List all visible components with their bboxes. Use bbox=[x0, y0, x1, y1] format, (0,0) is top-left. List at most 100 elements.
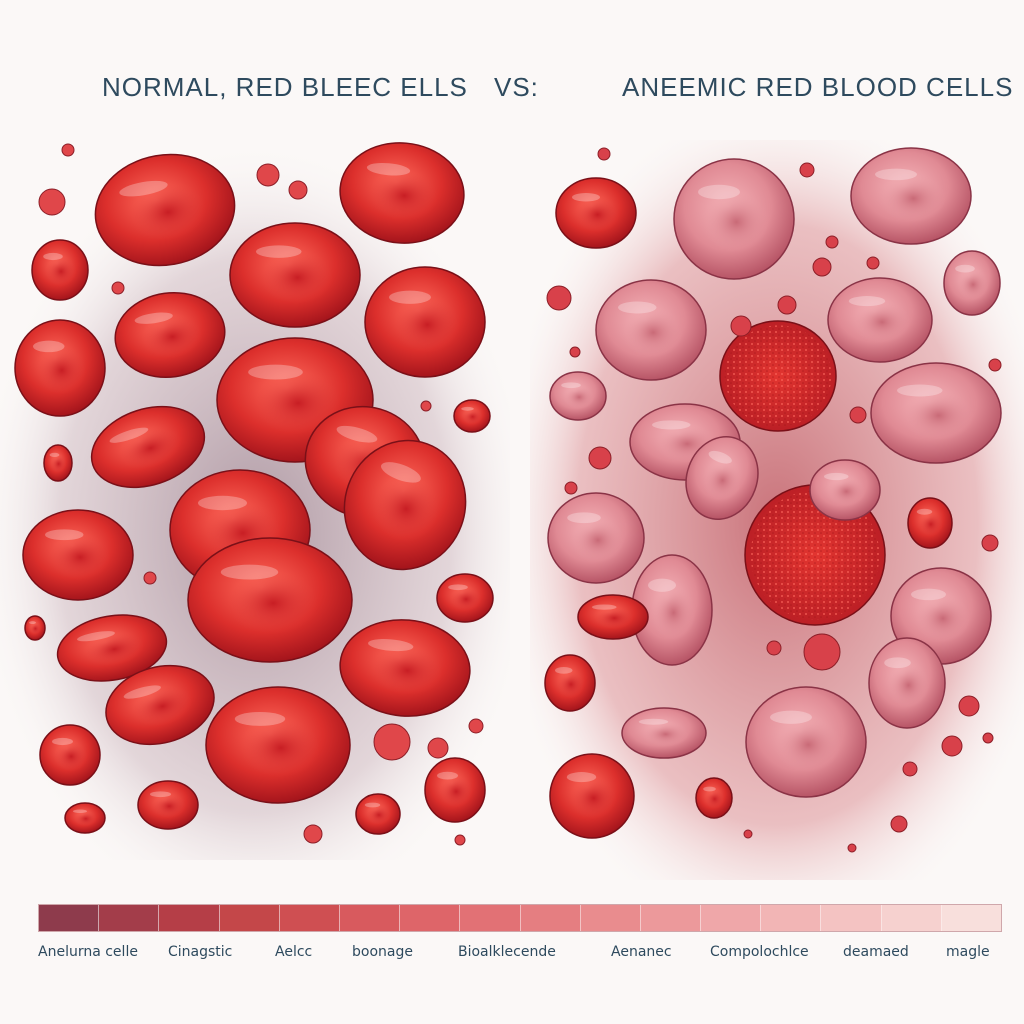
legend-swatch bbox=[701, 905, 762, 931]
legend-swatch bbox=[279, 905, 340, 931]
normal-cell bbox=[229, 222, 361, 328]
small-blood-particle bbox=[454, 834, 466, 846]
small-blood-particle bbox=[981, 534, 999, 552]
small-blood-particle bbox=[941, 735, 963, 757]
normal-cell bbox=[544, 654, 596, 712]
legend-label: magle bbox=[946, 944, 990, 960]
small-blood-particle bbox=[597, 147, 611, 161]
anemic-cell bbox=[673, 158, 795, 280]
small-blood-particle bbox=[849, 406, 867, 424]
normal-cell bbox=[94, 153, 236, 267]
small-blood-particle bbox=[588, 446, 612, 470]
small-blood-particle bbox=[812, 257, 832, 277]
small-blood-particle bbox=[256, 163, 280, 187]
normal-cell bbox=[555, 177, 637, 249]
anemic-cell bbox=[850, 147, 972, 245]
normal-cell bbox=[549, 753, 635, 839]
small-blood-particle bbox=[38, 188, 66, 216]
anemic-cell bbox=[868, 637, 946, 729]
small-blood-particle bbox=[468, 718, 484, 734]
anemic-cell bbox=[549, 371, 607, 421]
anemic-cell bbox=[943, 250, 1001, 316]
legend-swatch bbox=[400, 905, 461, 931]
legend-swatch bbox=[159, 905, 220, 931]
legend-swatch bbox=[219, 905, 280, 931]
small-blood-particle bbox=[143, 571, 157, 585]
normal-cell bbox=[695, 777, 733, 819]
small-blood-particle bbox=[420, 400, 432, 412]
legend-label: boonage bbox=[352, 944, 413, 960]
small-blood-particle bbox=[427, 737, 449, 759]
normal-cell bbox=[205, 686, 351, 804]
legend-swatch bbox=[339, 905, 401, 931]
small-blood-particle bbox=[982, 732, 994, 744]
small-blood-particle bbox=[61, 143, 75, 157]
anemic-cell bbox=[827, 277, 933, 363]
legend-swatch bbox=[520, 905, 581, 931]
normal-cells-group bbox=[14, 142, 494, 846]
small-blood-particle bbox=[777, 295, 797, 315]
anemic-cell bbox=[870, 362, 1002, 464]
small-blood-particle bbox=[730, 315, 752, 337]
anemic-cell bbox=[745, 686, 867, 798]
normal-cell bbox=[364, 266, 486, 378]
small-blood-particle bbox=[799, 162, 815, 178]
small-blood-particle bbox=[564, 481, 578, 495]
normal-cell bbox=[90, 405, 206, 489]
normal-cell bbox=[907, 497, 953, 549]
small-blood-particle bbox=[866, 256, 880, 270]
normal-cell bbox=[22, 509, 134, 601]
small-blood-particle bbox=[847, 843, 857, 853]
legend-swatch bbox=[881, 905, 942, 931]
normal-cell bbox=[64, 802, 106, 834]
anemic-cell bbox=[809, 459, 881, 521]
normal-cell bbox=[39, 724, 101, 786]
legend-label: Cinagstic bbox=[168, 944, 233, 960]
small-blood-particle bbox=[303, 824, 323, 844]
small-blood-particle bbox=[902, 761, 918, 777]
small-blood-particle bbox=[825, 235, 839, 249]
small-blood-particle bbox=[743, 829, 753, 839]
legend-swatch bbox=[761, 905, 822, 931]
legend-swatch bbox=[460, 905, 521, 931]
small-blood-particle bbox=[803, 633, 841, 671]
anemic-cell bbox=[631, 554, 713, 666]
anemic-cells-group bbox=[544, 147, 1002, 853]
legend-label: Bioalklecende bbox=[458, 944, 556, 960]
small-blood-particle bbox=[958, 695, 980, 717]
normal-cell bbox=[114, 291, 226, 379]
anemic-cell bbox=[685, 436, 759, 520]
normal-cell bbox=[577, 594, 649, 640]
normal-cell bbox=[137, 780, 199, 830]
normal-cell bbox=[343, 439, 467, 571]
spherocyte-cell bbox=[719, 320, 837, 432]
anemic-cell bbox=[621, 707, 707, 759]
normal-cell bbox=[424, 757, 486, 823]
small-blood-particle bbox=[373, 723, 411, 761]
legend-label: Aelcc bbox=[275, 944, 313, 960]
color-legend-bar bbox=[38, 904, 1002, 932]
small-blood-particle bbox=[569, 346, 581, 358]
normal-cell bbox=[339, 619, 471, 717]
small-blood-particle bbox=[546, 285, 572, 311]
small-blood-particle bbox=[890, 815, 908, 833]
normal-cell bbox=[56, 614, 168, 682]
legend-swatch bbox=[941, 905, 1001, 931]
normal-cell bbox=[436, 573, 494, 623]
normal-cell bbox=[105, 664, 215, 746]
anemic-cell bbox=[595, 279, 707, 381]
legend-swatch bbox=[99, 905, 160, 931]
legend-label: Anelurna celle bbox=[38, 944, 138, 960]
legend-swatch bbox=[821, 905, 882, 931]
small-blood-particle bbox=[766, 640, 782, 656]
legend-label: Aenanec bbox=[611, 944, 672, 960]
small-blood-particle bbox=[111, 281, 125, 295]
normal-cell bbox=[187, 537, 353, 663]
legend-swatch bbox=[39, 905, 100, 931]
normal-cell bbox=[31, 239, 89, 301]
normal-cell bbox=[43, 444, 73, 482]
left-panel-title: NORMAL, RED BLEEC ELLS bbox=[102, 72, 468, 102]
small-blood-particle bbox=[988, 358, 1002, 372]
vs-label: VS: bbox=[494, 72, 539, 102]
